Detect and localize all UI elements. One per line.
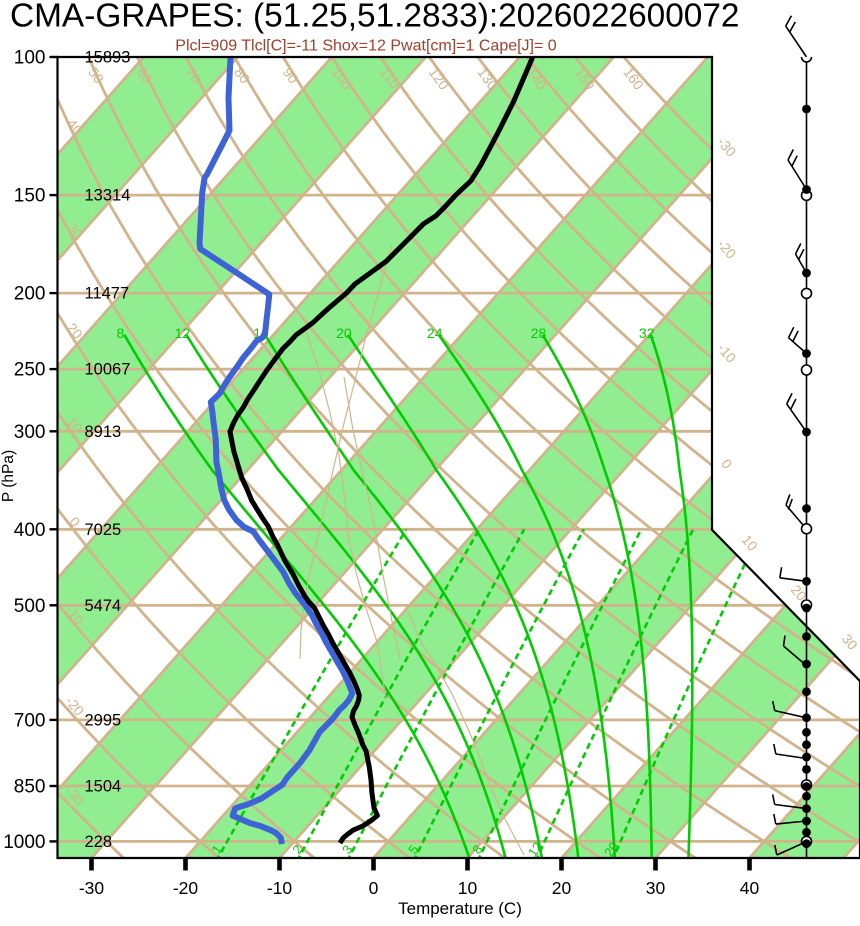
svg-text:20: 20 xyxy=(336,325,352,341)
svg-text:10067: 10067 xyxy=(85,361,131,379)
svg-text:500: 500 xyxy=(14,596,46,617)
svg-text:20: 20 xyxy=(552,878,572,898)
svg-text:-20: -20 xyxy=(173,878,199,898)
svg-text:30: 30 xyxy=(646,878,666,898)
svg-text:11477: 11477 xyxy=(85,285,130,303)
svg-text:100: 100 xyxy=(14,48,46,69)
svg-text:228: 228 xyxy=(85,833,113,851)
svg-text:200: 200 xyxy=(14,284,46,305)
svg-text:8: 8 xyxy=(117,325,125,341)
svg-text:0: 0 xyxy=(369,878,379,898)
svg-text:-10: -10 xyxy=(267,878,293,898)
svg-text:5474: 5474 xyxy=(85,597,122,615)
svg-text:P (hPa): P (hPa) xyxy=(0,450,17,502)
svg-text:150: 150 xyxy=(14,186,46,207)
svg-text:8913: 8913 xyxy=(85,423,122,441)
svg-text:850: 850 xyxy=(14,777,46,798)
svg-text:7025: 7025 xyxy=(85,521,122,539)
svg-text:1000: 1000 xyxy=(3,832,45,853)
svg-text:CMA-GRAPES: (51.25,51.2833):20: CMA-GRAPES: (51.25,51.2833):202602260007… xyxy=(10,0,740,35)
svg-text:32: 32 xyxy=(639,325,655,341)
svg-text:2995: 2995 xyxy=(85,711,122,729)
svg-text:10: 10 xyxy=(458,878,478,898)
svg-text:Temperature (C): Temperature (C) xyxy=(398,899,522,918)
svg-text:13314: 13314 xyxy=(85,187,131,205)
svg-text:40: 40 xyxy=(740,878,760,898)
svg-text:1504: 1504 xyxy=(85,778,122,796)
svg-text:-30: -30 xyxy=(79,878,105,898)
svg-text:700: 700 xyxy=(14,710,46,731)
svg-text:250: 250 xyxy=(14,360,46,381)
svg-text:12: 12 xyxy=(175,325,191,341)
svg-text:24: 24 xyxy=(427,325,443,341)
svg-text:Plcl=909 Tlcl[C]=-11 Shox=12 P: Plcl=909 Tlcl[C]=-11 Shox=12 Pwat[cm]=1 … xyxy=(175,38,556,55)
svg-text:300: 300 xyxy=(14,422,46,443)
svg-text:400: 400 xyxy=(14,520,46,541)
svg-text:28: 28 xyxy=(531,325,547,341)
